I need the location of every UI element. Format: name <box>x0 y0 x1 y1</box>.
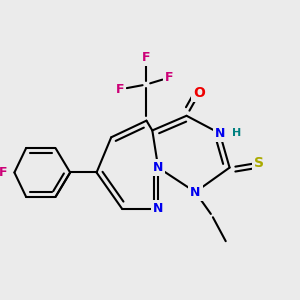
Text: H: H <box>232 128 241 138</box>
Text: S: S <box>254 156 264 170</box>
Text: F: F <box>165 71 173 84</box>
Text: F: F <box>0 166 7 179</box>
Text: F: F <box>116 83 124 96</box>
Text: F: F <box>142 51 151 64</box>
Text: O: O <box>193 86 205 100</box>
Text: N: N <box>153 161 164 174</box>
Text: N: N <box>214 127 225 140</box>
Text: N: N <box>153 202 164 215</box>
Text: N: N <box>190 186 200 199</box>
